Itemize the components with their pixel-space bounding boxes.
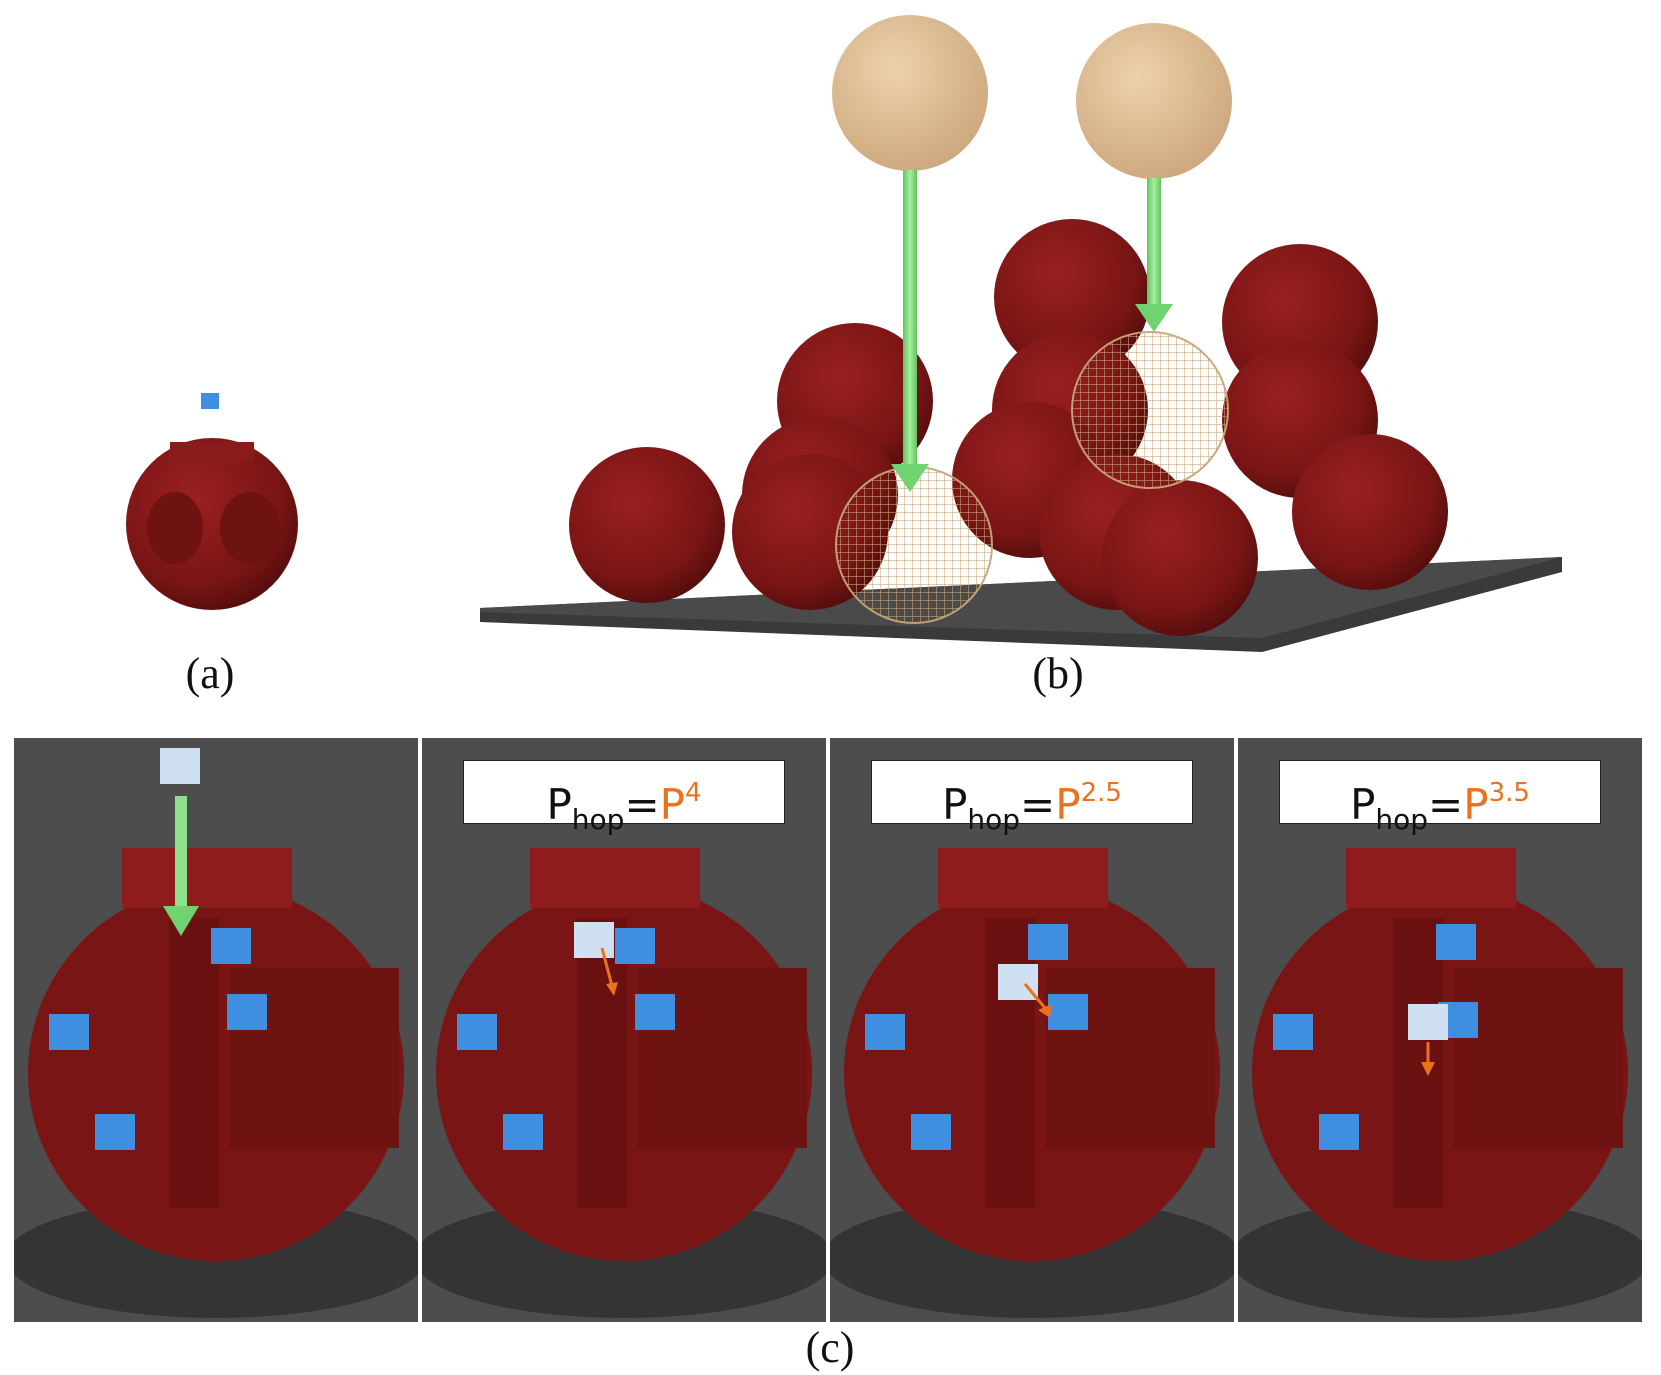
top-scene [126,15,1562,652]
caption-c: (c) [805,1323,855,1372]
particle-top-face [938,848,1108,908]
particle-top-face [170,442,254,462]
drop-arrow-shaft [903,170,917,468]
panel-c-3: Phop=P2.5 [830,738,1234,1322]
drop-arrow-head [1135,304,1173,332]
panel-scene [422,738,826,1322]
drop-arrow-shaft [1147,178,1161,306]
floor-top [480,557,1562,638]
particle-sphere [569,447,725,603]
particle-front-ridge [985,918,1035,1208]
adsorbed-cube [227,994,267,1030]
adsorbed-cube [49,1014,89,1050]
panel-c-4: Phop=P3.5 [1238,738,1642,1322]
adsorbed-cube [457,1014,497,1050]
adsorbed-cube [211,928,251,964]
hopping-cube [574,922,614,958]
panel-c-2: Phop=P4 [422,738,826,1322]
adsorbed-cube [635,994,675,1030]
panel-b-scene [480,15,1562,652]
hopping-cube [1408,1004,1448,1040]
hop-arrow-head [1038,1004,1052,1018]
adsorbed-cube [911,1114,951,1150]
hop-arrow [600,947,614,987]
adsorbed-cube [1028,924,1068,960]
drop-arrow-head [163,906,199,936]
panel-a-scene [126,393,298,610]
probe-cube [201,393,219,409]
hop-arrow-head [1421,1062,1435,1076]
probe-sphere [832,15,988,171]
particle-front-ridge [1393,918,1443,1208]
probe-sphere [1076,23,1232,179]
hopping-cube [998,964,1038,1000]
drop-arrow-shaft [175,796,187,906]
adsorbed-cube [1436,924,1476,960]
adsorbed-cube [95,1114,135,1150]
particle-front-ridge [169,918,219,1208]
particle-left-face [147,492,203,564]
hop-probability-label: Phop=P3.5 [1279,760,1601,836]
drop-arrow-head [891,464,929,492]
particle-sphere [126,438,298,610]
particle-sphere [1292,434,1448,590]
hop-arrow [1023,983,1047,1009]
panel-c-1 [14,738,418,1322]
particle-front-ridge [577,918,627,1208]
particle-right-face [220,492,280,564]
hop-arrow-head [606,982,618,996]
caption-a: (a) [185,649,235,698]
particle-top-face [1346,848,1516,908]
particle-sphere [1102,480,1258,636]
caption-b: (b) [1032,649,1084,698]
adsorbed-cube [1273,1014,1313,1050]
adsorbed-cube [865,1014,905,1050]
wireframe-sphere [1071,331,1229,489]
particle-sphere [994,219,1150,375]
particle-top-face [122,848,292,908]
falling-cube [160,748,200,784]
adsorbed-cube [503,1114,543,1150]
adsorbed-cube [1319,1114,1359,1150]
wireframe-sphere [835,466,993,624]
particle-top-face [530,848,700,908]
panel-scene [14,738,418,1322]
adsorbed-cube [615,928,655,964]
particle-right-face [1453,968,1623,1148]
hop-probability-label: Phop=P2.5 [871,760,1193,836]
panel-scene [1238,738,1642,1322]
adsorbed-cube [1048,994,1088,1030]
hop-probability-label: Phop=P4 [463,760,785,836]
panel-scene [830,738,1234,1322]
